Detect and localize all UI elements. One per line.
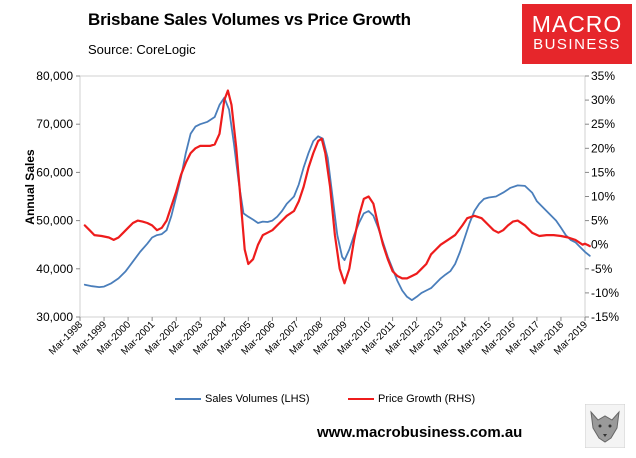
y-tick-label-right: 35%: [591, 69, 615, 83]
legend-label-price-growth: Price Growth (RHS): [378, 393, 476, 405]
y-tick-label-right: 0%: [591, 238, 609, 252]
y-tick-label-right: -15%: [591, 310, 619, 324]
logo-line2: BUSINESS: [533, 36, 621, 53]
y-tick-label-right: 15%: [591, 165, 615, 179]
y-tick-label-right: 20%: [591, 141, 615, 155]
series-line-sales-volumes: [83, 96, 591, 301]
legend-item-price-growth: Price Growth (RHS): [348, 393, 475, 405]
legend-label-sales-volumes: Sales Volumes (LHS): [205, 393, 310, 405]
macrobusiness-logo: MACRO BUSINESS: [522, 4, 632, 64]
logo-line1: MACRO: [531, 11, 623, 37]
y-tick-label-left: 60,000: [36, 165, 73, 179]
legend-item-sales-volumes: Sales Volumes (LHS): [175, 393, 310, 405]
website-url: www.macrobusiness.com.au: [317, 424, 523, 441]
y-tick-label-right: 5%: [591, 214, 609, 228]
y-tick-label-left: 80,000: [36, 69, 73, 83]
y-tick-label-left: 30,000: [36, 310, 73, 324]
y-tick-label-right: 30%: [591, 93, 615, 107]
chart-title: Brisbane Sales Volumes vs Price Growth: [88, 10, 411, 29]
y-tick-label-left: 40,000: [36, 262, 73, 276]
chart-legend: Sales Volumes (LHS) Price Growth (RHS): [0, 393, 636, 411]
wolf-logo-icon: [585, 404, 625, 448]
series-line-price-growth: [83, 89, 591, 285]
legend-swatch-price-growth: [348, 398, 374, 400]
chart-source: Source: CoreLogic: [88, 42, 196, 57]
y-tick-label-right: -5%: [591, 262, 613, 276]
y-tick-label-right: 10%: [591, 190, 615, 204]
legend-swatch-sales-volumes: [175, 398, 201, 400]
y-tick-label-left: 70,000: [36, 117, 73, 131]
y-tick-label-right: 25%: [591, 117, 615, 131]
y-tick-label-right: -10%: [591, 286, 619, 300]
y-tick-label-left: 50,000: [36, 214, 73, 228]
